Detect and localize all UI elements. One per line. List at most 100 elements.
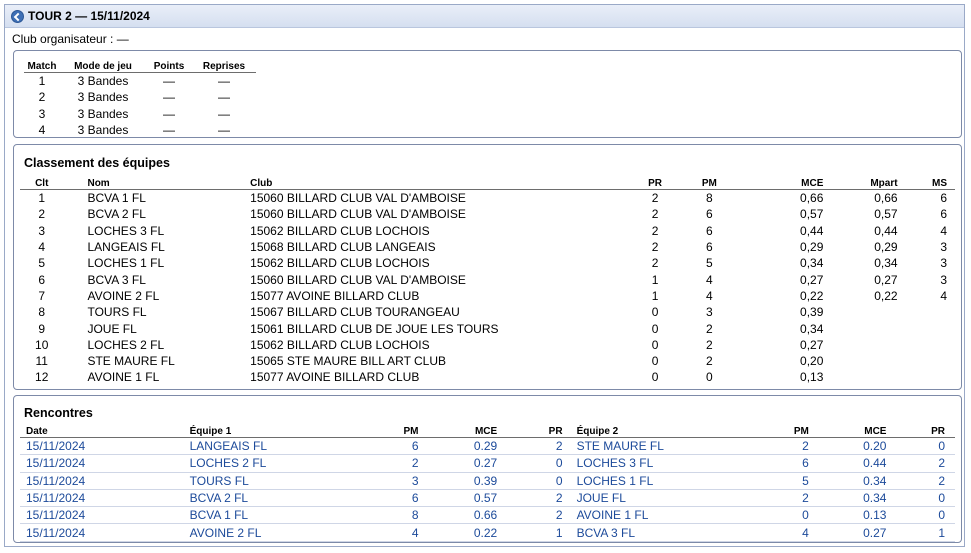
title-bar: TOUR 2 — 15/11/2024 bbox=[5, 5, 964, 28]
col-date: Date bbox=[20, 422, 190, 438]
club-name: 15068 BILLARD CLUB LANGEAIS bbox=[250, 240, 436, 255]
team-mpart bbox=[823, 320, 897, 336]
game-mce1: 0.27 bbox=[418, 454, 498, 473]
rank-position: 9 bbox=[38, 321, 46, 336]
col-pm1: PM bbox=[383, 422, 419, 438]
game-team2[interactable]: BCVA 3 FL bbox=[562, 523, 775, 542]
team-mce: 0,13 bbox=[800, 370, 824, 385]
game-date[interactable]: 15/11/2024 bbox=[20, 437, 190, 456]
club-name: 15067 BILLARD CLUB TOURANGEAU bbox=[250, 305, 460, 320]
ranking-row: 2 BCVA 2 FL 15060 BILLARD CLUB VAL D'AMBOI… bbox=[20, 206, 955, 222]
games-table: Date Équipe 1 PM MCE PR Équipe 2 PM MCE … bbox=[20, 422, 955, 542]
col-pr: PR bbox=[632, 174, 678, 190]
game-team1[interactable]: LANGEAIS FL bbox=[189, 437, 384, 456]
team-mce: 0,66 bbox=[800, 191, 824, 206]
game-row[interactable]: 15/11/2024 AVOINE 2 FL 4 0.22 1 BCVA 3 FL 4 0.2… bbox=[20, 523, 955, 542]
game-mce1: 0.29 bbox=[418, 437, 498, 456]
game-team1[interactable]: AVOINE 2 FL bbox=[189, 523, 384, 542]
rank-position: 5 bbox=[38, 256, 46, 271]
game-date[interactable]: 15/11/2024 bbox=[20, 454, 190, 473]
col-match: Match bbox=[24, 57, 60, 73]
game-pr2: 0 bbox=[886, 437, 955, 456]
game-mce2: 0.27 bbox=[808, 523, 887, 542]
game-row[interactable]: 15/11/2024 BCVA 1 FL 8 0.66 2 AVOINE 1 FL 0 0.1… bbox=[20, 506, 955, 525]
team-name: STE MAURE FL bbox=[87, 354, 175, 369]
game-mce1: 0.39 bbox=[418, 472, 498, 490]
team-name: AVOINE 1 FL bbox=[87, 370, 160, 385]
game-team2[interactable]: AVOINE 1 FL bbox=[562, 506, 775, 525]
match-row: 2 3 Bandes — — bbox=[24, 89, 256, 105]
game-team1[interactable]: BCVA 1 FL bbox=[189, 506, 384, 525]
game-team2[interactable]: STE MAURE FL bbox=[562, 437, 775, 456]
team-pm: 8 bbox=[705, 191, 713, 206]
team-pm: 3 bbox=[705, 305, 713, 320]
game-row[interactable]: 15/11/2024 TOURS FL 3 0.39 0 LOCHES 1 FL 5 0.34… bbox=[20, 472, 955, 490]
team-ms bbox=[898, 304, 955, 320]
team-mpart bbox=[823, 353, 897, 369]
games-panel: Rencontres Date Équipe 1 PM MCE PR Équip… bbox=[13, 395, 962, 543]
game-team1[interactable]: TOURS FL bbox=[189, 472, 384, 490]
game-mce2: 0.13 bbox=[808, 506, 887, 525]
col-points: Points bbox=[146, 57, 192, 73]
team-mce: 0,27 bbox=[800, 337, 824, 352]
team-mpart bbox=[823, 337, 897, 353]
game-row[interactable]: 15/11/2024 BCVA 2 FL 6 0.57 2 JOUE FL 2 0.34 0 bbox=[20, 489, 955, 508]
match-reprises: — bbox=[218, 90, 230, 105]
team-mce: 0,27 bbox=[800, 272, 824, 287]
team-mpart: 0,34 bbox=[874, 256, 898, 271]
rank-position: 10 bbox=[35, 337, 49, 352]
team-ms: 6 bbox=[940, 191, 947, 206]
team-mce: 0,22 bbox=[800, 288, 824, 303]
team-ms bbox=[898, 320, 955, 336]
match-points: — bbox=[163, 90, 175, 105]
team-name: LOCHES 3 FL bbox=[87, 223, 165, 238]
back-arrow-icon[interactable] bbox=[11, 9, 24, 23]
rank-position: 11 bbox=[35, 354, 48, 369]
game-pr1: 0 bbox=[497, 472, 563, 490]
team-name: LOCHES 2 FL bbox=[87, 337, 165, 352]
team-ranking-panel: Classement des équipes Clt Nom Club PR P… bbox=[13, 144, 962, 390]
game-team2[interactable]: LOCHES 3 FL bbox=[562, 454, 775, 473]
game-row[interactable]: 15/11/2024 LOCHES 2 FL 2 0.27 0 LOCHES 3 FL 6 0… bbox=[20, 454, 955, 473]
team-mce: 0,34 bbox=[800, 256, 824, 271]
game-row[interactable]: 15/11/2024 LANGEAIS FL 6 0.29 2 STE MAURE FL 2… bbox=[20, 437, 955, 456]
game-date[interactable]: 15/11/2024 bbox=[20, 489, 190, 508]
ranking-row: 11 STE MAURE FL 15065 STE MAURE BILL ART C… bbox=[20, 353, 955, 369]
game-date[interactable]: 15/11/2024 bbox=[20, 523, 190, 542]
game-team1[interactable]: LOCHES 2 FL bbox=[189, 454, 384, 473]
rank-position: 4 bbox=[38, 240, 46, 255]
col-mce2: MCE bbox=[808, 422, 887, 438]
team-ms bbox=[898, 337, 955, 353]
game-team2[interactable]: LOCHES 1 FL bbox=[562, 472, 775, 490]
game-date[interactable]: 15/11/2024 bbox=[20, 506, 190, 525]
club-name: 15060 BILLARD CLUB VAL D'AMBOISE bbox=[250, 207, 466, 222]
rank-position: 3 bbox=[38, 223, 46, 238]
ranking-row: 10 LOCHES 2 FL 15062 BILLARD CLUB LOCHOIS 0… bbox=[20, 337, 955, 353]
team-pm: 2 bbox=[705, 321, 713, 336]
page-title: TOUR 2 — 15/11/2024 bbox=[28, 9, 150, 23]
team-mce: 0,20 bbox=[800, 354, 824, 369]
club-name: 15077 AVOINE BILLARD CLUB bbox=[250, 370, 420, 385]
team-pr: 2 bbox=[651, 256, 659, 271]
match-number: 4 bbox=[38, 123, 46, 138]
team-mce: 0,39 bbox=[800, 305, 824, 320]
match-modes-table: Match Mode de jeu Points Reprises 1 3 Ban… bbox=[24, 57, 256, 138]
team-mpart: 0,66 bbox=[874, 191, 898, 206]
game-team2[interactable]: JOUE FL bbox=[562, 489, 775, 508]
game-pr2: 0 bbox=[886, 489, 955, 508]
team-mpart bbox=[823, 369, 897, 385]
col-mce: MCE bbox=[741, 174, 824, 190]
col-pr2: PR bbox=[886, 422, 955, 438]
game-team1[interactable]: BCVA 2 FL bbox=[189, 489, 384, 508]
game-pr1: 2 bbox=[497, 489, 563, 508]
ranking-row: 4 LANGEAIS FL 15068 BILLARD CLUB LANGEAIS 2… bbox=[20, 239, 955, 255]
team-pr: 2 bbox=[651, 191, 659, 206]
club-name: 15062 BILLARD CLUB LOCHOIS bbox=[250, 256, 430, 271]
game-date[interactable]: 15/11/2024 bbox=[20, 472, 190, 490]
team-pr: 2 bbox=[651, 207, 659, 222]
ranking-row: 12 AVOINE 1 FL 15077 AVOINE BILLARD CLUB 0 0… bbox=[20, 369, 955, 385]
organiser-label: Club organisateur : — bbox=[12, 32, 129, 46]
rank-position: 8 bbox=[38, 305, 46, 320]
match-points: — bbox=[163, 74, 175, 89]
club-name: 15065 STE MAURE BILL ART CLUB bbox=[250, 354, 447, 369]
